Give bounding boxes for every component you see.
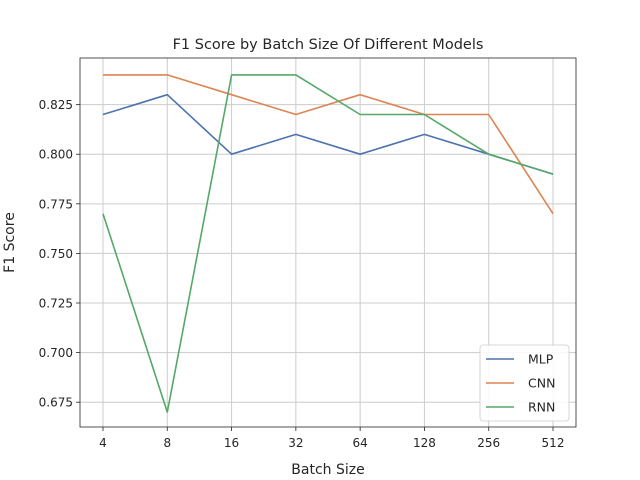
- x-tick-label: 256: [477, 436, 500, 450]
- y-tick-label: 0.725: [39, 297, 73, 311]
- y-tick-label: 0.800: [39, 148, 73, 162]
- series-line-mlp: [102, 93, 554, 175]
- chart-title: F1 Score by Batch Size Of Different Mode…: [173, 37, 484, 53]
- y-tick-label: 0.775: [39, 197, 73, 211]
- legend-label-rnn: RNN: [528, 400, 555, 415]
- axis-ticks: 4 8 16 32 64 128 256 512 0.675 0.700 0.725 0.750 0.7…: [39, 98, 565, 450]
- y-tick-label: 0.825: [39, 98, 73, 112]
- y-tick-label: 0.675: [39, 396, 73, 410]
- series-line-cnn: [103, 74, 554, 215]
- x-tick-label: 512: [542, 436, 565, 450]
- series-lines: [102, 74, 554, 413]
- x-tick-label: 64: [353, 436, 368, 450]
- plot-frame: [79, 57, 577, 428]
- y-tick-label: 0.700: [39, 346, 73, 360]
- x-axis-label: Batch Size: [291, 462, 364, 478]
- x-tick-label: 8: [163, 436, 171, 450]
- y-tick-label: 0.750: [39, 247, 73, 261]
- legend-label-mlp: MLP: [528, 352, 554, 367]
- legend-label-cnn: CNN: [528, 376, 555, 391]
- x-tick-label: 16: [224, 436, 239, 450]
- legend-box: [479, 344, 570, 422]
- x-tick-label: 4: [99, 436, 107, 450]
- series-line-rnn: [102, 74, 554, 413]
- x-tick-label: 128: [413, 436, 436, 450]
- grid: [80, 58, 576, 427]
- y-axis-label: F1 Score: [2, 212, 18, 273]
- x-tick-label: 32: [288, 436, 303, 450]
- legend: MLP CNN RNN: [479, 344, 570, 422]
